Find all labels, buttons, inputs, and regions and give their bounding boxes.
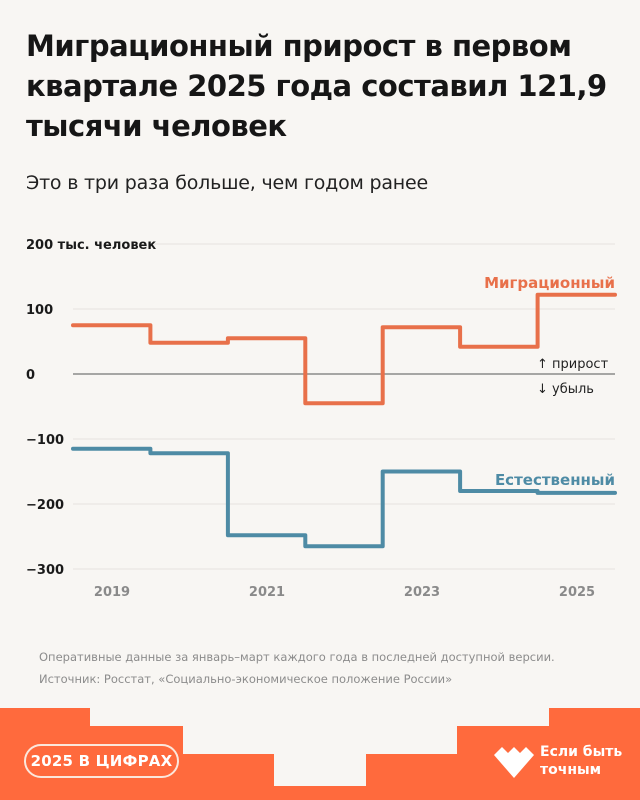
x-tick-label: 2023 [404, 585, 440, 600]
year-in-numbers-badge[interactable]: 2025 В ЦИФРАХ [24, 744, 179, 778]
natural-series-label: Естественный [495, 471, 615, 489]
y-axis-labels: 200 тыс. человек 100 0 −100 −200 −300 [26, 238, 156, 578]
increase-annotation: ↑ прирост [537, 357, 609, 372]
methodology-note: Оперативные данные за январь–март каждог… [39, 650, 555, 664]
y-tick-label: 100 [26, 303, 53, 318]
source-note: Источник: Росстат, «Социально-экономичес… [39, 672, 453, 686]
migration-series-label: Миграционный [484, 274, 615, 292]
x-tick-label: 2021 [249, 585, 285, 600]
x-tick-label: 2019 [94, 585, 130, 600]
decrease-annotation: ↓ убыль [537, 382, 594, 397]
heart-logo-icon [494, 747, 534, 778]
gridlines [73, 243, 615, 570]
brand-line-2: точным [540, 762, 602, 778]
y-tick-label: 0 [26, 368, 35, 383]
step-line-chart: 200 тыс. человек 100 0 −100 −200 −300 20… [26, 238, 617, 600]
y-tick-label: −200 [26, 498, 64, 513]
y-tick-label: −300 [26, 563, 64, 578]
page-title: Миграционный прирост в первом квартале 2… [26, 29, 607, 143]
page-subtitle: Это в три раза больше, чем годом ранее [26, 172, 429, 194]
x-tick-label: 2025 [559, 585, 595, 600]
migration-series-line [71, 292, 617, 406]
chart-notes: Оперативные данные за январь–март каждог… [39, 646, 555, 690]
natural-series-line [71, 446, 617, 549]
x-axis-labels: 2019 2021 2023 2025 [94, 585, 595, 600]
y-tick-label: −100 [26, 433, 64, 448]
brand-name: Если быть точным [540, 743, 622, 779]
y-tick-label: 200 тыс. человек [26, 238, 156, 253]
brand-line-1: Если быть [540, 744, 623, 760]
